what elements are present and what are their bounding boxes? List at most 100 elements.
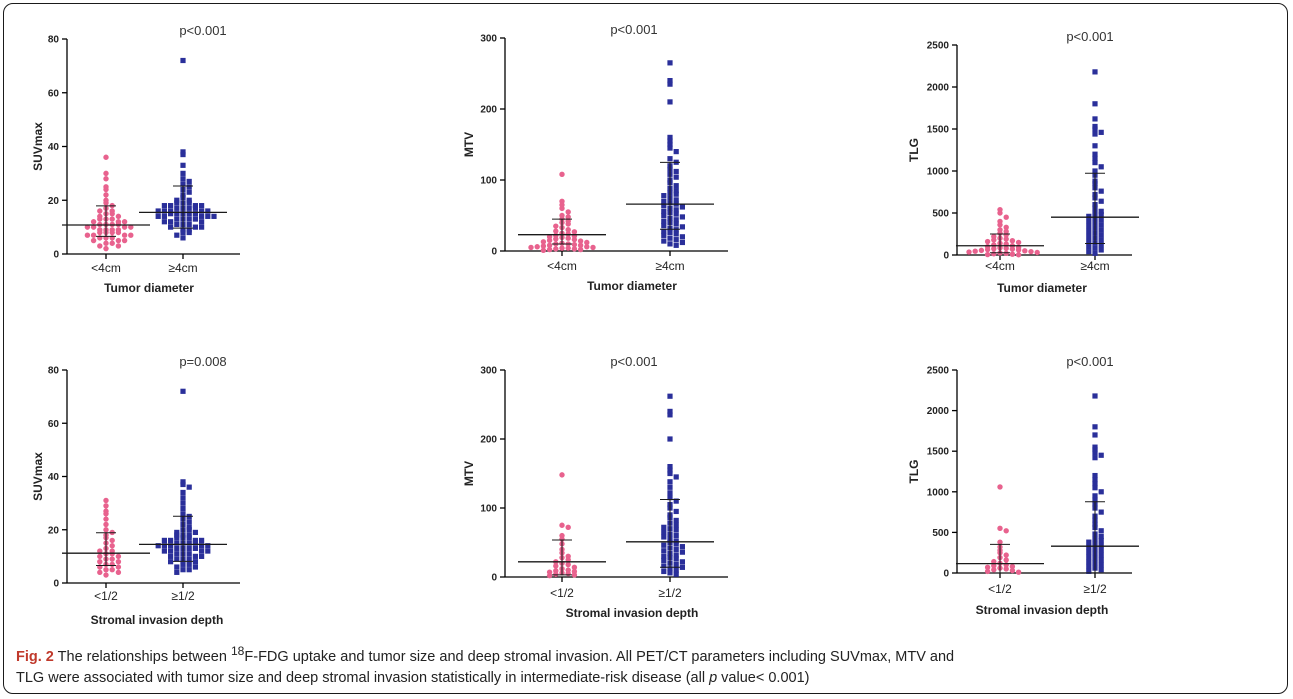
data-point-group2 [161, 219, 167, 225]
data-point-group2 [186, 211, 192, 217]
data-point-group1 [103, 497, 109, 504]
data-point-group2 [667, 145, 673, 151]
data-point-group2 [1098, 242, 1104, 248]
data-point-group2 [1092, 126, 1098, 132]
data-point-group1 [997, 525, 1003, 532]
data-point-group1 [115, 569, 122, 576]
data-point-group1 [103, 503, 109, 509]
data-point-group2 [1098, 208, 1104, 214]
data-point-group2 [673, 217, 679, 223]
data-point-group2 [186, 189, 192, 195]
data-point-group2 [168, 203, 174, 209]
data-point-group1 [1009, 238, 1016, 244]
data-point-group1 [540, 247, 547, 253]
data-point-group2 [661, 208, 667, 214]
data-point-group2 [661, 534, 667, 540]
figure-caption: Fig. 2 The relationships between 18F-FDG… [16, 641, 1276, 689]
data-point-group2 [180, 500, 186, 506]
data-point-group1 [121, 232, 128, 238]
data-point-group2 [1086, 568, 1092, 574]
data-point-group1 [966, 249, 972, 255]
x-axis-label: Tumor diameter [997, 281, 1087, 295]
data-point-group1 [1015, 247, 1022, 253]
data-point-group2 [180, 176, 186, 182]
data-point-group2 [673, 561, 679, 568]
data-point-group2 [192, 203, 198, 209]
data-point-group2 [673, 231, 679, 237]
data-point-group2 [1098, 533, 1104, 540]
data-point-group1 [559, 472, 565, 478]
data-point-group2 [174, 545, 180, 551]
data-point-group1 [546, 242, 553, 249]
data-point-group2 [1086, 238, 1092, 245]
data-point-group1 [1009, 251, 1016, 257]
data-point-group1 [109, 543, 115, 549]
data-point-group1 [90, 219, 97, 225]
data-point-group2 [174, 197, 180, 203]
data-point-group2 [1086, 213, 1092, 219]
data-point-group1 [540, 243, 547, 249]
data-point-group2 [673, 188, 679, 194]
data-point-group1 [577, 238, 584, 244]
data-point-group2 [168, 559, 174, 565]
data-point-group1 [121, 219, 128, 225]
data-point-group1 [1003, 236, 1009, 242]
data-point-group2 [205, 543, 211, 549]
data-point-group2 [192, 211, 198, 217]
data-point-group2 [661, 553, 667, 559]
data-point-group2 [1092, 455, 1098, 461]
data-point-group1 [565, 570, 571, 577]
data-point-group2 [1098, 164, 1104, 170]
data-point-group1 [90, 224, 97, 230]
y-tick-label: 0 [53, 579, 59, 590]
y-tick-label: 0 [491, 573, 497, 584]
data-point-group2 [180, 227, 186, 233]
data-point-group1 [128, 224, 134, 230]
data-point-group1 [571, 236, 578, 243]
panel-4: 0 20 40 60 80 <1/2 ≥1/2 SUVmax Stromal invasion … [31, 354, 240, 627]
data-point-group2 [1092, 446, 1098, 453]
data-point-group2 [155, 543, 161, 549]
data-point-group2 [667, 570, 673, 576]
data-point-group2 [1098, 222, 1104, 228]
data-point-group2 [667, 470, 673, 477]
data-point-group2 [174, 532, 180, 538]
data-point-group2 [205, 208, 211, 214]
data-point-group2 [667, 393, 673, 399]
data-point-group1 [984, 246, 991, 253]
x-category-label: ≥4cm [1080, 259, 1109, 273]
data-point-group2 [1092, 116, 1098, 122]
data-point-group2 [1086, 233, 1092, 240]
data-point-group2 [667, 229, 673, 236]
data-point-group2 [180, 57, 186, 64]
data-point-group2 [174, 569, 180, 575]
data-point-group2 [667, 495, 673, 501]
y-tick-label: 200 [480, 105, 497, 116]
data-point-group2 [174, 556, 180, 562]
data-point-group2 [1092, 497, 1098, 503]
data-point-group2 [192, 564, 198, 570]
data-point-group1 [528, 244, 534, 251]
data-point-group1 [565, 561, 571, 568]
data-point-group2 [1098, 198, 1104, 204]
data-point-group2 [679, 204, 685, 210]
data-point-group2 [186, 484, 192, 490]
data-point-group2 [174, 205, 180, 211]
data-point-group2 [186, 519, 192, 525]
data-point-group2 [1098, 528, 1104, 534]
data-point-group2 [211, 213, 217, 219]
data-point-group2 [192, 537, 198, 543]
caption-line2-a: TLG were associated with tumor size and … [16, 669, 710, 686]
data-point-group1 [991, 246, 997, 252]
data-point-group2 [667, 241, 673, 247]
data-point-group2 [205, 213, 211, 219]
data-point-group1 [115, 553, 122, 560]
data-point-group2 [192, 540, 198, 546]
caption-superscript: 18 [230, 644, 245, 658]
data-point-group2 [679, 214, 685, 220]
data-point-group2 [180, 567, 186, 573]
data-point-group1 [90, 237, 97, 244]
data-point-group2 [1092, 432, 1098, 438]
data-point-group1 [103, 200, 109, 206]
data-point-group2 [1098, 237, 1104, 243]
